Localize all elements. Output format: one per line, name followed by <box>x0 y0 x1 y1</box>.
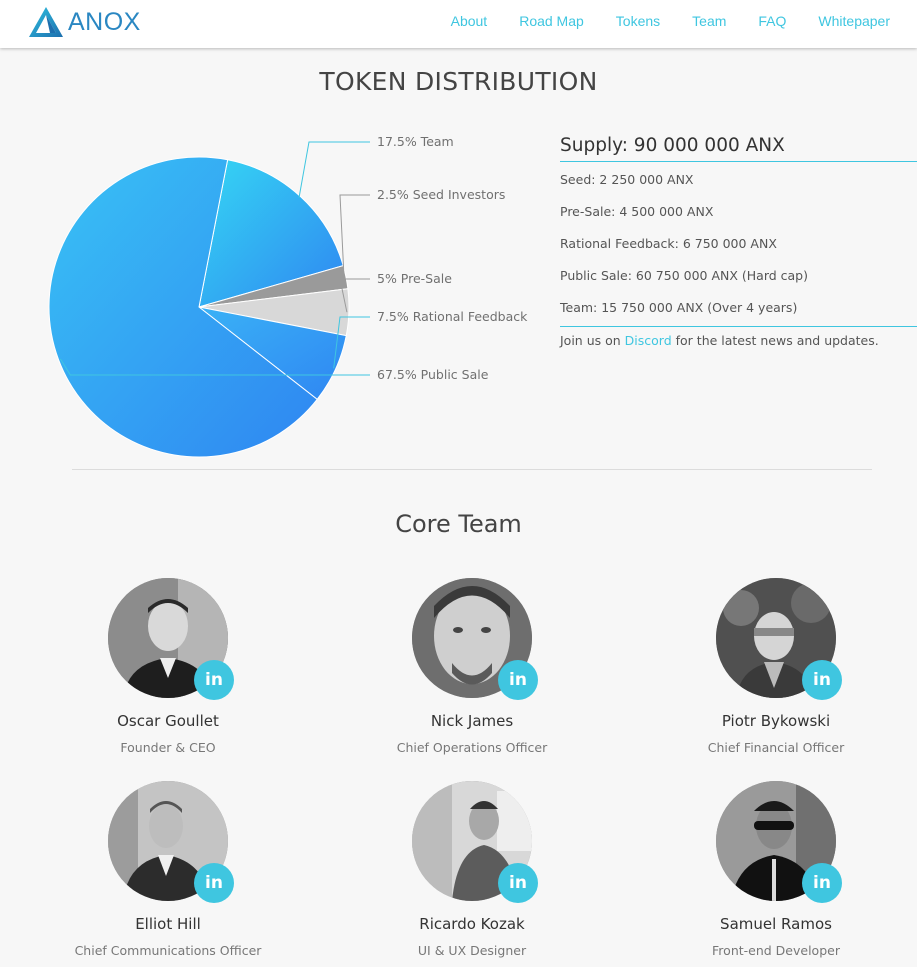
pie-leader-line <box>59 358 370 376</box>
pie-slice <box>198 159 344 308</box>
discord-link[interactable]: Discord <box>624 333 672 348</box>
join-prefix: Join us on <box>560 333 625 348</box>
supply-list: Seed: 2 250 000 ANX Pre-Sale: 4 500 000 … <box>560 162 917 327</box>
nav-faq[interactable]: FAQ <box>758 13 787 29</box>
member-name: Oscar Goullet <box>117 712 219 730</box>
pie-slice-label: 67.5% Public Sale <box>377 367 489 382</box>
join-suffix: for the latest news and updates. <box>671 333 879 348</box>
member-role: Founder & CEO <box>120 740 216 755</box>
pie-slice-label: 7.5% Rational Feedback <box>377 309 528 324</box>
main-nav: About Road Map Tokens Team FAQ Whitepape… <box>419 13 890 29</box>
member-name: Samuel Ramos <box>720 915 832 933</box>
pie-slice-label: 17.5% Team <box>377 134 454 149</box>
nav-team[interactable]: Team <box>692 13 727 29</box>
team-member-card: in Nick James Chief Operations Officer <box>352 578 592 755</box>
member-role: Chief Communications Officer <box>74 943 262 958</box>
team-member-card: in Oscar Goullet Founder & CEO <box>48 578 288 755</box>
token-distribution-pie-chart: 17.5% Team 2.5% Seed Investors 5% Pre-Sale… <box>48 134 528 458</box>
member-role: Front-end Developer <box>712 943 840 958</box>
member-name: Ricardo Kozak <box>419 915 525 933</box>
linkedin-icon[interactable]: in <box>194 863 234 903</box>
top-navbar: ANOX About Road Map Tokens Team FAQ Whit… <box>0 0 917 48</box>
supply-pre-sale: Pre-Sale: 4 500 000 ANX <box>560 204 714 219</box>
pie-leader-line <box>339 278 370 313</box>
team-member-card: in Elliot Hill Chief Communications Offi… <box>48 781 288 958</box>
nav-about[interactable]: About <box>450 13 488 29</box>
pie-leader-line <box>339 194 370 278</box>
nav-tokens[interactable]: Tokens <box>615 13 661 29</box>
team-member-card: in Ricardo Kozak UI & UX Designer <box>352 781 592 958</box>
supply-title: Supply: 90 000 000 ANX <box>560 135 917 162</box>
triangle-logo-icon <box>29 7 63 37</box>
member-role: Chief Financial Officer <box>707 740 845 755</box>
member-role: Chief Operations Officer <box>396 740 548 755</box>
nav-road-map[interactable]: Road Map <box>519 13 584 29</box>
member-role: UI & UX Designer <box>417 943 527 958</box>
linkedin-icon[interactable]: in <box>194 660 234 700</box>
member-photo <box>716 578 836 698</box>
member-name: Nick James <box>430 712 514 730</box>
pie-leader-line <box>298 141 370 198</box>
join-discord-text: Join us on Discord for the latest news a… <box>560 333 917 348</box>
linkedin-icon[interactable]: in <box>498 660 538 700</box>
member-photo <box>412 578 532 698</box>
linkedin-icon[interactable]: in <box>802 660 842 700</box>
linkedin-icon[interactable]: in <box>498 863 538 903</box>
pie-leader-line <box>333 316 370 369</box>
supply-rational-feedback: Rational Feedback: 6 750 000 ANX <box>560 236 777 251</box>
token-distribution-title: TOKEN DISTRIBUTION <box>319 67 598 96</box>
pie-slice-label: 2.5% Seed Investors <box>377 187 505 202</box>
team-member-card: in Piotr Bykowski Chief Financial Office… <box>656 578 896 755</box>
section-divider <box>72 469 872 470</box>
core-team-title: Core Team <box>395 510 522 538</box>
linkedin-icon[interactable]: in <box>802 863 842 903</box>
supply-public-sale: Public Sale: 60 750 000 ANX (Hard cap) <box>560 268 808 283</box>
logo-text: ANOX <box>68 7 141 36</box>
pie-slice <box>48 156 318 458</box>
anox-logo[interactable]: ANOX <box>28 6 141 38</box>
supply-team: Team: 15 750 000 ANX (Over 4 years) <box>560 300 798 315</box>
member-name: Elliot Hill <box>135 915 201 933</box>
pie-slice-label: 5% Pre-Sale <box>377 271 452 286</box>
supply-panel: Supply: 90 000 000 ANX Seed: 2 250 000 A… <box>560 135 917 348</box>
team-member-card: in Samuel Ramos Front-end Developer <box>656 781 896 958</box>
member-name: Piotr Bykowski <box>721 712 831 730</box>
supply-seed: Seed: 2 250 000 ANX <box>560 172 694 187</box>
nav-whitepaper[interactable]: Whitepaper <box>818 13 890 29</box>
